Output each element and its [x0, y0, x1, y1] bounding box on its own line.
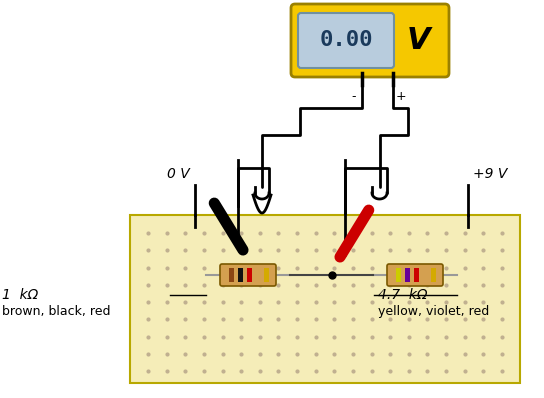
Text: +9 V: +9 V [473, 167, 508, 181]
Text: +: + [395, 90, 406, 103]
FancyBboxPatch shape [220, 264, 276, 286]
Bar [229, 268, 234, 282]
Bar [238, 268, 243, 282]
Bar [405, 268, 410, 282]
Text: -: - [352, 90, 356, 103]
Text: 0.00: 0.00 [319, 31, 373, 51]
Bar [414, 268, 419, 282]
Bar [264, 268, 269, 282]
Bar [431, 268, 436, 282]
Bar [247, 268, 252, 282]
Text: brown, black, red: brown, black, red [2, 304, 110, 318]
Text: yellow, violet, red: yellow, violet, red [378, 304, 489, 318]
FancyBboxPatch shape [291, 4, 449, 77]
FancyBboxPatch shape [387, 264, 443, 286]
FancyBboxPatch shape [130, 215, 520, 383]
Text: 1  kΩ: 1 kΩ [2, 288, 38, 302]
Text: 4.7  kΩ: 4.7 kΩ [378, 288, 428, 302]
Text: 0 V: 0 V [167, 167, 190, 181]
Bar [396, 268, 401, 282]
FancyBboxPatch shape [298, 13, 394, 68]
Text: V: V [406, 26, 430, 55]
